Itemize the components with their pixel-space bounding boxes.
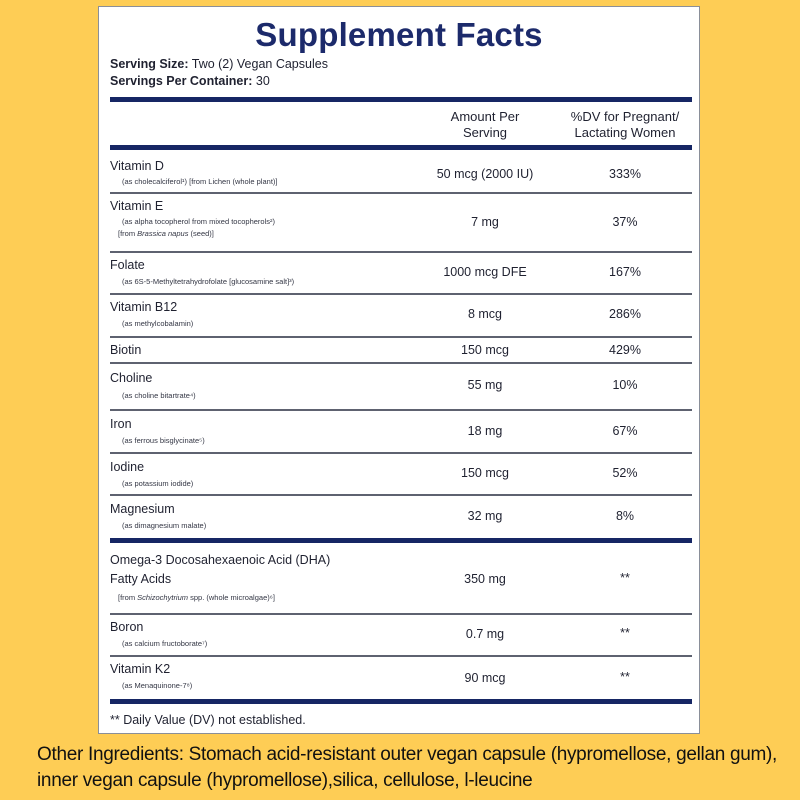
nutrient-name: Vitamin B12 bbox=[110, 300, 178, 314]
table-row: Magnesium (as dimagnesium malate) 32 mg … bbox=[110, 496, 692, 538]
nutrient-name: Iodine bbox=[110, 460, 145, 474]
nutrient-amount: 150 mcg bbox=[461, 343, 509, 357]
nutrient-dv: 429% bbox=[609, 343, 641, 357]
table-row: Vitamin K2 (as Menaquinone-7⁸) 90 mcg ** bbox=[110, 657, 692, 699]
other-ingredients: Other Ingredients: Stomach acid-resistan… bbox=[37, 744, 778, 791]
nutrient-source: (as alpha tocopherol from mixed tocopher… bbox=[122, 217, 275, 226]
nutrient-name: Folate bbox=[110, 258, 145, 272]
row-divider bbox=[110, 613, 692, 615]
nutrient-name: Magnesium bbox=[110, 502, 175, 516]
table-row: Vitamin B12 (as methylcobalamin) 8 mcg 2… bbox=[110, 295, 692, 336]
nutrient-dv: 167% bbox=[609, 265, 641, 279]
table-row: Omega-3 Docosahexaenoic Acid (DHA) Fatty… bbox=[110, 544, 692, 612]
serving-size: Serving Size: Two (2) Vegan Capsules bbox=[110, 57, 328, 71]
table-row: Iron (as ferrous bisglycinate⁵) 18 mg 67… bbox=[110, 411, 692, 452]
nutrient-amount: 90 mcg bbox=[464, 671, 506, 685]
nutrient-dv: ** bbox=[620, 571, 630, 585]
servings-per-container-value: 30 bbox=[255, 74, 270, 88]
nutrient-dv: 286% bbox=[609, 307, 641, 321]
nutrient-dv: 8% bbox=[615, 509, 635, 523]
nutrient-source: (as Menaquinone-7⁸) bbox=[122, 681, 193, 690]
column-header-dv-line1: %DV for Pregnant/ bbox=[570, 109, 680, 124]
nutrient-dv: 333% bbox=[609, 167, 641, 181]
nutrient-name: Vitamin D bbox=[110, 159, 164, 173]
row-divider bbox=[110, 362, 692, 364]
nutrient-amount: 1000 mcg DFE bbox=[443, 265, 527, 279]
nutrient-dv: 52% bbox=[612, 466, 638, 480]
divider-bar bbox=[110, 699, 692, 704]
nutrient-dv: 67% bbox=[612, 424, 638, 438]
servings-per-container: Servings Per Container: 30 bbox=[110, 74, 270, 88]
nutrient-source: (as choline bitartrate⁴) bbox=[122, 391, 196, 400]
column-header-dv-line2: Lactating Women bbox=[574, 125, 676, 140]
nutrient-name: Choline bbox=[110, 371, 153, 385]
row-divider bbox=[110, 452, 692, 454]
servings-per-container-label: Servings Per Container: bbox=[110, 74, 253, 88]
row-divider bbox=[110, 494, 692, 496]
table-row: Choline (as choline bitartrate⁴) 55 mg 1… bbox=[110, 364, 692, 409]
table-row: Vitamin D (as cholecalciferol¹) [from Li… bbox=[110, 156, 692, 192]
nutrient-name: Biotin bbox=[110, 343, 142, 357]
nutrient-name: Vitamin K2 bbox=[110, 662, 171, 676]
table-row: Iodine (as potassium iodide) 150 mcg 52% bbox=[110, 454, 692, 494]
nutrient-amount: 8 mcg bbox=[467, 307, 503, 321]
table-row: Vitamin E (as alpha tocopherol from mixe… bbox=[110, 194, 692, 251]
divider-bar bbox=[110, 538, 692, 543]
nutrient-source: (as 6S-5-Methyltetrahydrofolate [glucosa… bbox=[122, 277, 295, 286]
nutrient-source: (as ferrous bisglycinate⁵) bbox=[122, 436, 205, 445]
divider-bar bbox=[110, 145, 692, 150]
nutrient-amount: 50 mcg (2000 IU) bbox=[436, 167, 534, 181]
nutrient-source: (as cholecalciferol¹) [from Lichen (whol… bbox=[122, 177, 278, 186]
nutrient-name-line2: Fatty Acids bbox=[110, 572, 172, 586]
nutrient-dv: ** bbox=[620, 626, 630, 640]
nutrient-amount: 7 mg bbox=[471, 215, 499, 229]
nutrient-source: (as potassium iodide) bbox=[122, 479, 194, 488]
nutrient-amount: 350 mg bbox=[464, 572, 506, 586]
column-header-dv: %DV for Pregnant/ Lactating Women bbox=[550, 109, 700, 141]
nutrient-amount: 0.7 mg bbox=[465, 627, 505, 641]
nutrient-source: (as dimagnesium malate) bbox=[122, 521, 207, 530]
row-divider bbox=[110, 336, 692, 338]
daily-value-footnote: ** Daily Value (DV) not established. bbox=[110, 713, 306, 727]
column-header-amount: Amount Per Serving bbox=[410, 109, 560, 141]
nutrient-amount: 150 mcg bbox=[461, 466, 509, 480]
nutrient-source-origin: [from Brassica napus (seed)] bbox=[118, 229, 214, 238]
nutrient-dv: 37% bbox=[612, 215, 638, 229]
nutrient-source: (as calcium fructoborate⁷) bbox=[122, 639, 208, 648]
table-row: Folate (as 6S-5-Methyltetrahydrofolate [… bbox=[110, 253, 692, 293]
nutrient-name: Vitamin E bbox=[110, 199, 164, 213]
nutrient-name: Iron bbox=[110, 417, 132, 431]
column-header-amount-line2: Serving bbox=[462, 125, 508, 140]
row-divider bbox=[110, 251, 692, 253]
page-title: Supplement Facts bbox=[255, 16, 543, 53]
nutrient-source: [from Schizochytrium spp. (whole microal… bbox=[118, 593, 275, 602]
column-header-amount-line1: Amount Per bbox=[450, 109, 520, 124]
nutrient-amount: 32 mg bbox=[467, 509, 503, 523]
row-divider bbox=[110, 293, 692, 295]
table-row: Boron (as calcium fructoborate⁷) 0.7 mg … bbox=[110, 615, 692, 655]
row-divider bbox=[110, 192, 692, 194]
nutrient-dv: ** bbox=[620, 670, 630, 684]
divider-bar bbox=[110, 97, 692, 102]
row-divider bbox=[110, 409, 692, 411]
row-divider bbox=[110, 655, 692, 657]
nutrient-name: Boron bbox=[110, 620, 144, 634]
nutrient-dv: 10% bbox=[612, 378, 638, 392]
serving-size-label: Serving Size: bbox=[110, 57, 189, 71]
nutrient-name: Omega-3 Docosahexaenoic Acid (DHA) bbox=[110, 553, 331, 567]
serving-size-value: Two (2) Vegan Capsules bbox=[191, 57, 328, 71]
nutrient-amount: 18 mg bbox=[467, 424, 503, 438]
nutrient-amount: 55 mg bbox=[467, 378, 503, 392]
table-row: Biotin 150 mcg 429% bbox=[110, 338, 692, 362]
supplement-facts-panel: Supplement Facts Serving Size: Two (2) V… bbox=[98, 6, 700, 734]
nutrient-source: (as methylcobalamin) bbox=[122, 319, 194, 328]
